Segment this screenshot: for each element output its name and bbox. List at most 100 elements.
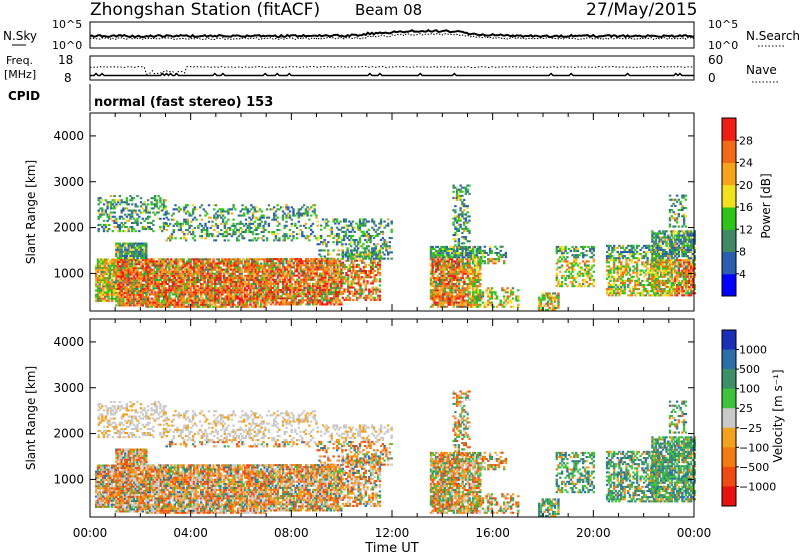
power-cell bbox=[132, 304, 136, 307]
power-cell bbox=[350, 230, 353, 233]
power-cell bbox=[269, 286, 273, 289]
power-cell bbox=[319, 286, 322, 289]
power-cell bbox=[116, 263, 120, 266]
power-cell bbox=[249, 272, 252, 275]
power-cell bbox=[125, 275, 129, 278]
power-cell bbox=[175, 303, 178, 306]
power-cell bbox=[178, 258, 182, 261]
power-cell bbox=[233, 260, 236, 263]
power-cell bbox=[145, 246, 148, 249]
power-cell bbox=[369, 294, 373, 297]
power-cell bbox=[170, 258, 173, 261]
power-cell bbox=[131, 230, 134, 233]
power-cell bbox=[190, 224, 193, 227]
power-cell bbox=[269, 303, 273, 306]
power-cell bbox=[203, 278, 206, 281]
power-cell bbox=[109, 275, 112, 278]
power-cell bbox=[212, 260, 215, 263]
power-cell bbox=[259, 274, 263, 277]
power-cell bbox=[122, 279, 125, 282]
power-cell bbox=[129, 252, 132, 255]
power-cell bbox=[317, 266, 320, 269]
power-cell bbox=[319, 303, 322, 306]
power-cell bbox=[115, 281, 118, 284]
power-cell bbox=[443, 272, 447, 275]
power-cell bbox=[124, 246, 127, 249]
power-cell bbox=[344, 232, 348, 235]
power-cell bbox=[238, 291, 242, 294]
power-cell bbox=[152, 287, 155, 290]
power-cell bbox=[212, 276, 215, 279]
power-cell bbox=[378, 267, 382, 270]
power-cell bbox=[249, 258, 252, 261]
power-cell bbox=[361, 290, 364, 293]
power-cell bbox=[115, 226, 118, 229]
power-cell bbox=[141, 263, 144, 266]
power-cell bbox=[201, 303, 205, 306]
power-cell bbox=[287, 216, 290, 219]
power-cell bbox=[285, 282, 288, 285]
power-cell bbox=[163, 297, 166, 300]
power-cell bbox=[168, 262, 171, 265]
power-cell bbox=[242, 305, 245, 308]
power-cell bbox=[192, 274, 196, 277]
power-cell bbox=[238, 278, 242, 281]
power-cell bbox=[335, 241, 339, 244]
power-cell bbox=[285, 233, 288, 236]
power-cell bbox=[189, 297, 192, 300]
power-cell bbox=[337, 222, 340, 225]
power-cell bbox=[129, 226, 132, 229]
power-cell bbox=[213, 216, 216, 219]
power-cell bbox=[214, 287, 217, 290]
power-cell bbox=[198, 291, 201, 294]
power-cell bbox=[385, 249, 388, 252]
power-cell bbox=[346, 228, 349, 231]
power-cell bbox=[331, 262, 334, 265]
power-cell bbox=[276, 295, 280, 298]
power-cell bbox=[178, 281, 182, 284]
power-cell bbox=[367, 249, 370, 252]
power-cell bbox=[221, 220, 225, 223]
power-cell bbox=[351, 239, 355, 242]
power-cell bbox=[290, 224, 293, 227]
power-cell bbox=[312, 264, 315, 267]
power-cell bbox=[278, 303, 281, 306]
power-cell bbox=[248, 226, 251, 229]
power-cell bbox=[231, 301, 235, 304]
power-cell bbox=[208, 303, 212, 306]
power-cell bbox=[224, 289, 227, 292]
power-cell bbox=[136, 277, 139, 280]
power-cell bbox=[443, 285, 447, 288]
power-cell bbox=[442, 248, 445, 251]
power-cell bbox=[368, 292, 371, 295]
power-cell bbox=[125, 219, 129, 222]
power-cell bbox=[265, 301, 268, 304]
power-cell bbox=[299, 274, 302, 277]
power-cell bbox=[362, 230, 365, 233]
power-cell bbox=[122, 302, 125, 305]
power-cell bbox=[120, 289, 123, 292]
power-cell bbox=[112, 264, 116, 267]
power-cell bbox=[308, 235, 311, 238]
power-cell bbox=[324, 295, 327, 298]
power-cell bbox=[290, 272, 294, 275]
power-cell bbox=[106, 219, 109, 222]
power-cell bbox=[438, 260, 441, 263]
power-cell bbox=[304, 258, 308, 261]
power-cell bbox=[205, 276, 208, 279]
power-cell bbox=[221, 305, 224, 308]
power-cell bbox=[159, 278, 162, 281]
power-cell bbox=[152, 207, 155, 210]
power-cell bbox=[290, 284, 294, 287]
power-cell bbox=[182, 285, 185, 288]
power-cell bbox=[103, 291, 107, 294]
power-cell bbox=[185, 305, 189, 308]
power-cell bbox=[152, 293, 155, 296]
power-cell bbox=[154, 295, 157, 298]
power-cell bbox=[173, 276, 176, 279]
power-cell bbox=[148, 281, 152, 284]
power-cell bbox=[278, 289, 281, 292]
power-cell bbox=[235, 262, 238, 265]
power-cell bbox=[317, 301, 320, 304]
power-cell bbox=[285, 286, 288, 289]
